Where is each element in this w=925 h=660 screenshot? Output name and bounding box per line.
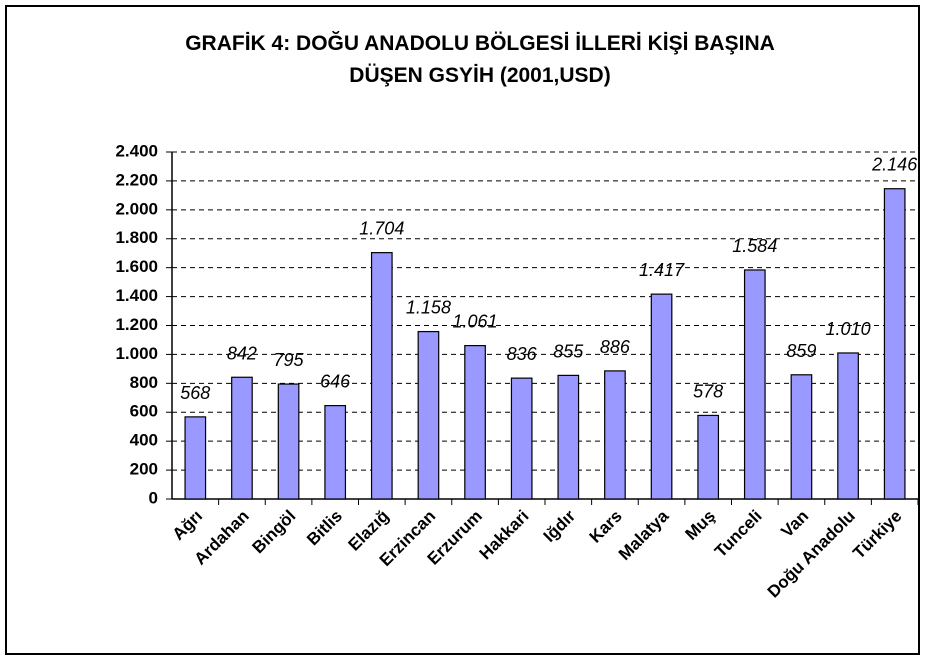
value-label: 1.704 bbox=[359, 219, 404, 239]
value-label: 1.010 bbox=[826, 319, 871, 339]
y-tick-label: 0 bbox=[149, 488, 158, 507]
value-label: 836 bbox=[507, 344, 538, 364]
y-tick-label: 400 bbox=[130, 431, 158, 450]
y-tick-label: 600 bbox=[130, 402, 158, 421]
bar bbox=[370, 252, 393, 500]
chart-title: DÜŞEN GSYİH (2001,USD) bbox=[349, 64, 610, 87]
value-label: 859 bbox=[786, 341, 816, 361]
bar bbox=[184, 416, 207, 500]
value-label: 1.584 bbox=[732, 236, 777, 256]
y-tick-label: 200 bbox=[130, 460, 158, 479]
value-label: 855 bbox=[553, 341, 584, 361]
bar bbox=[650, 293, 673, 500]
value-label: 1.061 bbox=[453, 312, 498, 332]
bar bbox=[837, 352, 859, 500]
bar bbox=[883, 188, 906, 500]
bar bbox=[743, 269, 766, 500]
value-label: 842 bbox=[227, 343, 257, 363]
value-label: 1.158 bbox=[406, 298, 451, 318]
y-tick-label: 1.600 bbox=[115, 257, 158, 276]
bar bbox=[510, 377, 533, 500]
bar bbox=[231, 376, 253, 500]
value-label: 568 bbox=[180, 383, 210, 403]
bar bbox=[790, 374, 813, 500]
value-label: 578 bbox=[693, 381, 723, 401]
value-label: 646 bbox=[320, 372, 351, 392]
y-tick-label: 1.200 bbox=[115, 315, 158, 334]
y-tick-label: 1.400 bbox=[115, 286, 158, 305]
y-tick-label: 1.800 bbox=[115, 228, 158, 247]
value-label: 2.146 bbox=[871, 155, 918, 175]
bar bbox=[557, 374, 580, 500]
y-tick-label: 2.000 bbox=[115, 199, 158, 218]
bar bbox=[697, 414, 720, 500]
bar bbox=[324, 404, 347, 500]
y-tick-label: 2.400 bbox=[115, 141, 158, 160]
value-label: 886 bbox=[600, 337, 631, 357]
y-tick-label: 2.200 bbox=[115, 170, 158, 189]
chart-title: GRAFİK 4: DOĞU ANADOLU BÖLGESİ İLLERİ Kİ… bbox=[185, 31, 775, 55]
y-tick-label: 800 bbox=[130, 373, 158, 392]
bar bbox=[464, 344, 486, 500]
bar bbox=[277, 383, 300, 500]
value-label: 795 bbox=[274, 350, 305, 370]
value-label: 1.417 bbox=[639, 260, 685, 280]
y-tick-label: 1.000 bbox=[115, 344, 158, 363]
bar bbox=[604, 370, 626, 500]
bar bbox=[417, 330, 440, 500]
frame bbox=[5, 5, 920, 655]
